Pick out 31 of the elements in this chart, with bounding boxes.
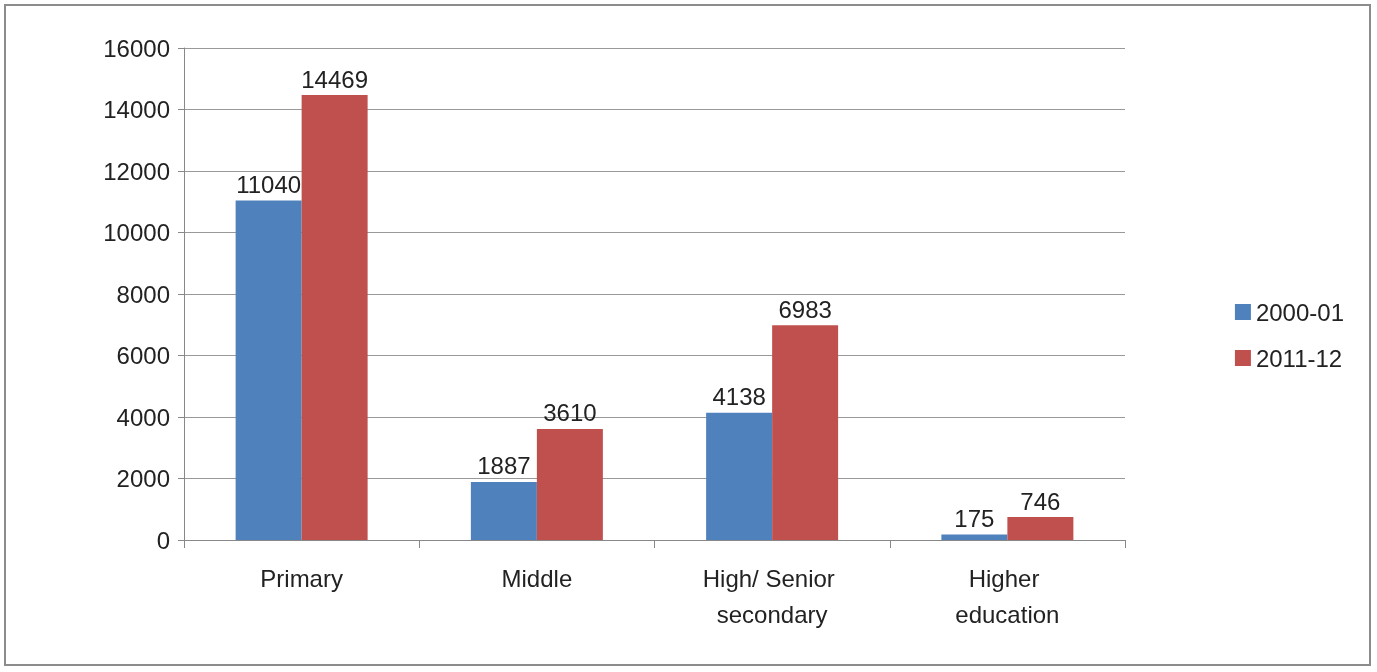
data-label: 11040 (236, 171, 302, 199)
y-tick-label: 4000 (116, 403, 170, 431)
y-tick-label: 6000 (116, 342, 170, 369)
bar (470, 481, 537, 540)
data-label: 3610 (543, 399, 597, 427)
bar (706, 412, 773, 540)
bar (1007, 517, 1074, 540)
x-tick-label: Higher education (955, 564, 1060, 628)
y-tick-label: 10000 (103, 219, 170, 246)
bar (235, 200, 302, 540)
legend-label: 2011-12 (1255, 344, 1343, 372)
y-tick-label: 2000 (116, 465, 170, 492)
bar (301, 95, 368, 540)
y-tick-label: 8000 (116, 280, 170, 308)
y-tick-label: 16000 (103, 34, 170, 62)
y-tick-label: 12000 (103, 157, 170, 185)
data-label: 14469 (301, 65, 368, 93)
x-tick-label: Primary (260, 564, 343, 592)
legend-label: 2000-01 (1255, 298, 1344, 326)
data-label: 6983 (778, 295, 832, 323)
y-tick-label: 0 (156, 526, 170, 554)
bar (772, 325, 839, 540)
bar (536, 428, 603, 540)
data-label: 4138 (712, 383, 766, 411)
data-label: 175 (954, 505, 995, 533)
data-label: 746 (1020, 487, 1061, 515)
x-tick-label: Middle (501, 564, 573, 592)
y-tick-label: 14000 (103, 96, 170, 123)
bar (941, 534, 1008, 540)
x-tick-label: High/ Senior secondary (702, 564, 842, 628)
data-label: 1887 (477, 452, 531, 480)
